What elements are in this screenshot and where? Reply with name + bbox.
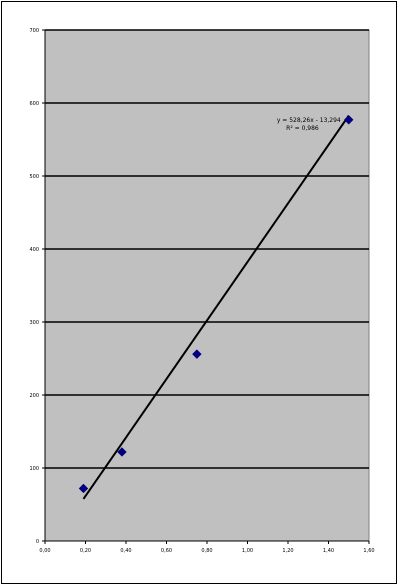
data-point-3: [344, 115, 354, 125]
trendline: [82, 115, 350, 500]
y-tick-labels: 0 100 200 300 400 500 600 700: [29, 28, 39, 545]
x-tick-labels: 0,00 0,20 0,40 0,60 0,80 1,00 1,20 1,40 1,60: [39, 548, 374, 554]
axes: [42, 29, 370, 544]
y-tick-label-2: 200: [29, 393, 39, 399]
y-tick-label-1: 100: [29, 466, 39, 472]
x-tick-label-8: 1,60: [363, 548, 374, 554]
data-points: [78, 115, 354, 494]
x-tick-label-6: 1,20: [282, 548, 293, 554]
x-tick-label-7: 1,40: [323, 548, 334, 554]
x-tick-label-3: 0,60: [161, 548, 172, 554]
x-tick-label-0: 0,00: [39, 548, 50, 554]
trendline-r-squared: R² = 0,986: [286, 125, 319, 132]
trendline-equation: y = 528,26x - 13,294: [277, 117, 341, 124]
data-point-0: [78, 483, 89, 494]
data-point-1: [117, 447, 127, 457]
y-tick-label-6: 600: [29, 101, 39, 107]
y-tick-label-3: 300: [29, 320, 39, 326]
x-tick-label-4: 0,80: [201, 548, 212, 554]
x-tick-label-2: 0,40: [120, 548, 131, 554]
plot-area: [44, 29, 370, 542]
y-tick-label-5: 500: [29, 174, 39, 180]
x-tick-label-5: 1,00: [242, 548, 253, 554]
y-tick-label-0: 0: [36, 539, 39, 545]
y-tick-label-4: 400: [29, 247, 39, 253]
data-point-2: [192, 349, 202, 359]
x-tick-label-1: 0,20: [80, 548, 91, 554]
y-tick-label-7: 700: [29, 28, 39, 34]
